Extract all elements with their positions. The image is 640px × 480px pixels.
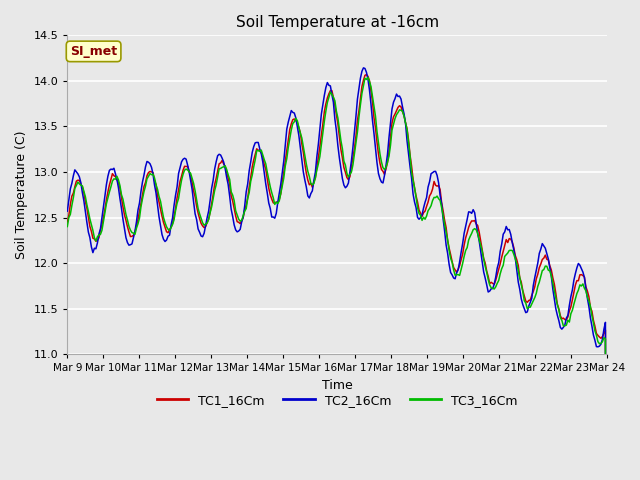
TC2_16Cm xyxy=(300,169,307,175)
TC2_16Cm xyxy=(575,261,582,266)
TC3_16Cm xyxy=(364,74,372,80)
TC1_16Cm xyxy=(252,152,259,157)
Line: TC1_16Cm: TC1_16Cm xyxy=(67,74,607,480)
TC1_16Cm xyxy=(300,149,307,155)
TC2_16Cm xyxy=(130,235,138,240)
TC3_16Cm xyxy=(225,172,232,178)
Y-axis label: Soil Temperature (C): Soil Temperature (C) xyxy=(15,131,28,259)
TC3_16Cm xyxy=(130,230,138,236)
TC1_16Cm xyxy=(130,232,138,238)
Line: TC2_16Cm: TC2_16Cm xyxy=(67,68,607,480)
TC2_16Cm xyxy=(63,208,71,214)
Text: SI_met: SI_met xyxy=(70,45,117,58)
TC1_16Cm xyxy=(243,203,250,208)
X-axis label: Time: Time xyxy=(322,379,353,392)
TC1_16Cm xyxy=(363,72,371,77)
TC1_16Cm xyxy=(225,175,232,181)
TC1_16Cm xyxy=(575,278,582,284)
TC3_16Cm xyxy=(300,144,307,150)
Title: Soil Temperature at -16cm: Soil Temperature at -16cm xyxy=(236,15,438,30)
TC2_16Cm xyxy=(243,189,250,195)
TC3_16Cm xyxy=(252,157,259,163)
Line: TC3_16Cm: TC3_16Cm xyxy=(67,77,607,480)
TC1_16Cm xyxy=(63,219,71,225)
TC2_16Cm xyxy=(360,65,367,71)
TC2_16Cm xyxy=(252,140,259,145)
Legend: TC1_16Cm, TC2_16Cm, TC3_16Cm: TC1_16Cm, TC2_16Cm, TC3_16Cm xyxy=(152,389,522,412)
TC3_16Cm xyxy=(63,224,71,229)
TC3_16Cm xyxy=(575,287,582,293)
TC2_16Cm xyxy=(225,181,232,187)
TC3_16Cm xyxy=(243,205,250,211)
